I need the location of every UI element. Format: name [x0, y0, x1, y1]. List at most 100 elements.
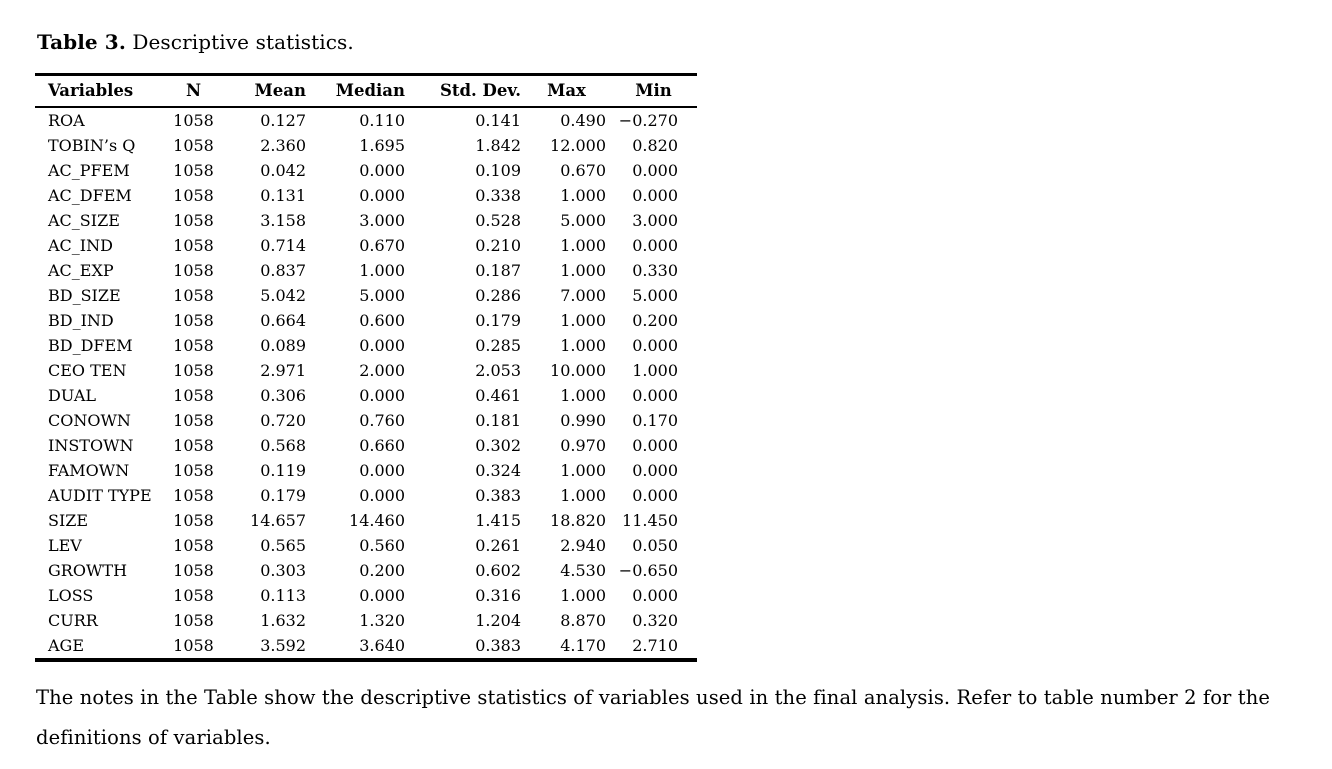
- variable-cell: LOSS: [48, 586, 94, 605]
- value-cell: 1.000: [560, 261, 606, 280]
- col-header-max: Max: [523, 74, 610, 108]
- value-cell: 0.320: [632, 611, 678, 630]
- value-cell: 1.000: [560, 386, 606, 405]
- table-row: TOBIN’s Q 1058 2.360 1.695 1.842 12.000 0.820: [35, 133, 697, 158]
- value-cell: 1.204: [475, 611, 521, 630]
- value-cell: 8.870: [560, 611, 606, 630]
- variable-cell: AC_DFEM: [48, 186, 132, 205]
- value-cell: 0.110: [359, 111, 405, 130]
- value-cell: 1058: [173, 311, 214, 330]
- value-cell: 10.000: [550, 361, 606, 380]
- value-cell: 0.461: [475, 386, 521, 405]
- value-cell: 1058: [173, 136, 214, 155]
- value-cell: 1.000: [359, 261, 405, 280]
- value-cell: 0.324: [475, 461, 521, 480]
- value-cell: 0.837: [260, 261, 306, 280]
- value-cell: 0.600: [359, 311, 405, 330]
- variable-cell: DUAL: [48, 386, 96, 405]
- value-cell: 0.050: [632, 536, 678, 555]
- value-cell: 0.306: [260, 386, 306, 405]
- value-cell: 0.000: [359, 186, 405, 205]
- col-header-n: N: [170, 74, 217, 108]
- col-header-min: Min: [610, 74, 697, 108]
- value-cell: 11.450: [622, 511, 678, 530]
- variable-cell: CURR: [48, 611, 98, 630]
- value-cell: 0.000: [632, 486, 678, 505]
- value-cell: 0.660: [359, 436, 405, 455]
- value-cell: 0.181: [475, 411, 521, 430]
- value-cell: 0.383: [475, 636, 521, 655]
- variable-cell: GROWTH: [48, 561, 128, 580]
- value-cell: 0.000: [632, 586, 678, 605]
- value-cell: 1058: [173, 336, 214, 355]
- value-cell: 1058: [173, 561, 214, 580]
- table-row: LOSS 1058 0.113 0.000 0.316 1.000 0.000: [35, 583, 697, 608]
- value-cell: 0.316: [475, 586, 521, 605]
- value-cell: 1058: [173, 111, 214, 130]
- variable-cell: CONOWN: [48, 411, 131, 430]
- value-cell: 1058: [173, 161, 214, 180]
- value-cell: 3.000: [632, 211, 678, 230]
- value-cell: 0.664: [260, 311, 306, 330]
- value-cell: 0.490: [560, 111, 606, 130]
- value-cell: −0.650: [618, 561, 678, 580]
- value-cell: 0.330: [632, 261, 678, 280]
- table-row: DUAL 1058 0.306 0.000 0.461 1.000 0.000: [35, 383, 697, 408]
- variable-cell: AC_PFEM: [48, 161, 130, 180]
- value-cell: 1058: [173, 361, 214, 380]
- value-cell: 7.000: [560, 286, 606, 305]
- value-cell: 4.530: [560, 561, 606, 580]
- value-cell: 0.109: [475, 161, 521, 180]
- value-cell: 0.285: [475, 336, 521, 355]
- value-cell: 5.042: [260, 286, 306, 305]
- value-cell: 1.632: [260, 611, 306, 630]
- value-cell: 1058: [173, 186, 214, 205]
- value-cell: 0.200: [359, 561, 405, 580]
- value-cell: 0.000: [632, 386, 678, 405]
- variable-cell: INSTOWN: [48, 436, 134, 455]
- value-cell: 4.170: [560, 636, 606, 655]
- value-cell: 0.127: [260, 111, 306, 130]
- value-cell: 1058: [173, 611, 214, 630]
- table-row: CEO TEN 1058 2.971 2.000 2.053 10.000 1.000: [35, 358, 697, 383]
- col-header-mean: Mean: [217, 74, 310, 108]
- value-cell: 1058: [173, 286, 214, 305]
- value-cell: 3.640: [359, 636, 405, 655]
- table-row: AC_EXP 1058 0.837 1.000 0.187 1.000 0.330: [35, 258, 697, 283]
- variable-cell: BD_IND: [48, 311, 114, 330]
- descriptive-statistics-table: Variables N Mean Median Std. Dev. Max Mi…: [35, 73, 697, 662]
- variable-cell: LEV: [48, 536, 82, 555]
- value-cell: 1058: [173, 236, 214, 255]
- value-cell: 0.179: [260, 486, 306, 505]
- value-cell: 0.000: [359, 486, 405, 505]
- value-cell: 0.000: [632, 161, 678, 180]
- value-cell: 1058: [173, 261, 214, 280]
- value-cell: 0.042: [260, 161, 306, 180]
- value-cell: 1058: [173, 436, 214, 455]
- value-cell: 3.000: [359, 211, 405, 230]
- variable-cell: AC_IND: [48, 236, 113, 255]
- value-cell: 1.415: [475, 511, 521, 530]
- value-cell: 0.000: [359, 586, 405, 605]
- variable-cell: AUDIT TYPE: [48, 486, 152, 505]
- stats-table-header: Variables N Mean Median Std. Dev. Max Mi…: [35, 74, 697, 108]
- value-cell: 1058: [173, 636, 214, 655]
- table-row: INSTOWN 1058 0.568 0.660 0.302 0.970 0.000: [35, 433, 697, 458]
- stats-table-body: ROA 1058 0.127 0.110 0.141 0.490 −0.270 TOBIN’s…: [35, 107, 697, 660]
- value-cell: 0.179: [475, 311, 521, 330]
- value-cell: 0.000: [359, 161, 405, 180]
- value-cell: 0.602: [475, 561, 521, 580]
- table-row: CURR 1058 1.632 1.320 1.204 8.870 0.320: [35, 608, 697, 633]
- table-row: BD_SIZE 1058 5.042 5.000 0.286 7.000 5.000: [35, 283, 697, 308]
- value-cell: 2.710: [632, 636, 678, 655]
- variable-cell: ROA: [48, 111, 85, 130]
- col-header-variables: Variables: [35, 74, 170, 108]
- value-cell: 0.383: [475, 486, 521, 505]
- variable-cell: FAMOWN: [48, 461, 130, 480]
- value-cell: 1.000: [632, 361, 678, 380]
- value-cell: 5.000: [560, 211, 606, 230]
- table-row: AGE 1058 3.592 3.640 0.383 4.170 2.710: [35, 633, 697, 660]
- value-cell: 0.200: [632, 311, 678, 330]
- value-cell: 2.053: [475, 361, 521, 380]
